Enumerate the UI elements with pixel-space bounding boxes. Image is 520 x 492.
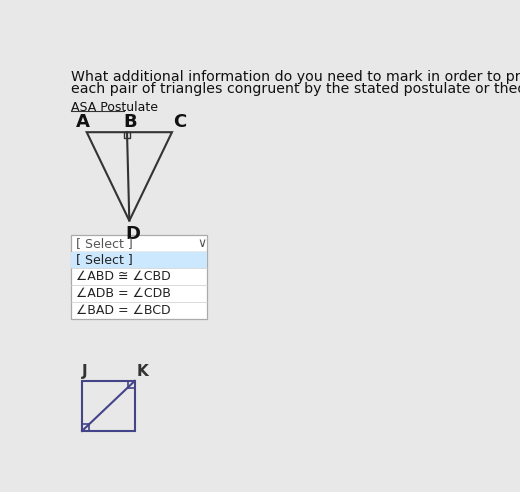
Text: ∨: ∨: [198, 237, 206, 249]
Text: [ Select ]: [ Select ]: [76, 237, 133, 249]
Text: B: B: [123, 113, 137, 131]
Bar: [124, 132, 129, 138]
Bar: [82, 381, 135, 431]
Text: J: J: [82, 364, 88, 378]
Text: ∠BAD = ∠BCD: ∠BAD = ∠BCD: [76, 305, 171, 317]
Text: ASA Postulate: ASA Postulate: [71, 101, 158, 114]
Bar: [71, 251, 207, 319]
Bar: [71, 251, 207, 269]
Bar: [71, 235, 207, 251]
Text: A: A: [76, 113, 90, 131]
Text: What additional information do you need to mark in order to prove: What additional information do you need …: [71, 70, 520, 84]
Text: [ Select ]: [ Select ]: [76, 253, 133, 267]
Text: ∠ADB = ∠CDB: ∠ADB = ∠CDB: [76, 287, 171, 301]
Text: ∠ABD ≅ ∠CBD: ∠ABD ≅ ∠CBD: [76, 271, 171, 283]
Text: K: K: [136, 364, 148, 378]
Text: D: D: [125, 225, 140, 244]
Text: each pair of triangles congruent by the stated postulate or theorem?: each pair of triangles congruent by the …: [71, 82, 520, 96]
Text: C: C: [174, 113, 187, 131]
